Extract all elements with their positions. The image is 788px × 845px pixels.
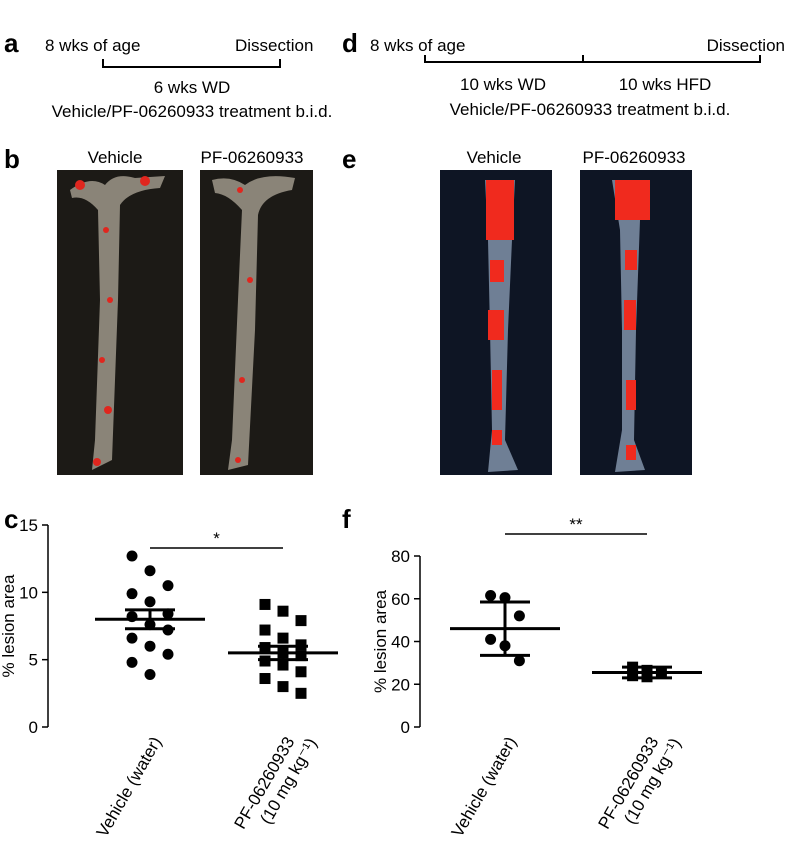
timeline-period: 10 wks WD: [460, 75, 546, 94]
data-point: [295, 666, 307, 678]
panel-label: c: [4, 504, 18, 534]
photo: [440, 170, 552, 475]
panel-label: a: [4, 28, 19, 58]
panel-label: d: [342, 28, 358, 58]
data-point: [126, 588, 138, 600]
y-axis-label: % lesion area: [0, 574, 18, 678]
data-point: [144, 565, 156, 577]
photo: [57, 170, 183, 475]
image-label: PF-06260933: [582, 148, 685, 167]
photo: [200, 170, 313, 475]
y-tick-label: 5: [29, 651, 38, 670]
timeline-period: 10 wks HFD: [619, 75, 712, 94]
data-point: [513, 610, 525, 622]
timeline-treatment: Vehicle/PF-06260933 treatment b.i.d.: [450, 100, 731, 119]
data-point: [126, 656, 138, 668]
data-point: [295, 687, 307, 699]
data-point: [277, 681, 289, 693]
data-point: [144, 640, 156, 652]
y-tick-label: 0: [401, 718, 410, 737]
photo: [580, 170, 692, 475]
data-point: [162, 648, 174, 660]
data-point: [295, 615, 307, 627]
data-point: [144, 668, 156, 680]
data-point: [162, 580, 174, 592]
y-tick-label: 15: [19, 516, 38, 535]
panel-label: f: [342, 504, 351, 534]
timeline-start: 8 wks of age: [45, 36, 140, 55]
image-label: Vehicle: [88, 148, 143, 167]
timeline: [424, 55, 761, 63]
y-tick-label: 40: [391, 633, 410, 652]
data-point: [259, 673, 271, 685]
timeline-treatment: Vehicle/PF-06260933 treatment b.i.d.: [52, 102, 333, 121]
data-point: [259, 598, 271, 610]
y-tick-label: 20: [391, 675, 410, 694]
data-point: [259, 624, 271, 636]
significance-label: *: [213, 529, 220, 548]
y-axis-label: % lesion area: [371, 589, 390, 693]
timeline-start: 8 wks of age: [370, 36, 465, 55]
data-point: [627, 670, 639, 682]
timeline-period: 6 wks WD: [154, 78, 231, 97]
data-point: [126, 550, 138, 562]
data-point: [499, 592, 511, 604]
timeline-end: Dissection: [707, 36, 785, 55]
x-tick-label: PF-06260933(10 mg kg⁻¹): [594, 725, 684, 840]
y-tick-label: 0: [29, 718, 38, 737]
data-point: [485, 590, 497, 602]
data-point: [277, 605, 289, 617]
timeline: [102, 59, 281, 68]
data-point: [485, 633, 497, 645]
x-tick-label: PF-06260933(10 mg kg⁻¹): [230, 725, 320, 840]
data-point: [277, 632, 289, 644]
data-point: [144, 596, 156, 608]
y-tick-label: 10: [19, 583, 38, 602]
image-label: Vehicle: [467, 148, 522, 167]
timeline-end: Dissection: [235, 36, 313, 55]
data-point: [513, 655, 525, 667]
y-tick-label: 80: [391, 547, 410, 566]
significance-label: **: [569, 515, 583, 534]
panel-label: b: [4, 144, 20, 174]
x-tick-label: Vehicle (water): [93, 734, 166, 841]
data-point: [277, 659, 289, 671]
image-label: PF-06260933: [200, 148, 303, 167]
data-point: [126, 632, 138, 644]
y-tick-label: 60: [391, 590, 410, 609]
x-tick-label: Vehicle (water): [448, 734, 521, 841]
panel-label: e: [342, 144, 356, 174]
data-point: [295, 650, 307, 662]
